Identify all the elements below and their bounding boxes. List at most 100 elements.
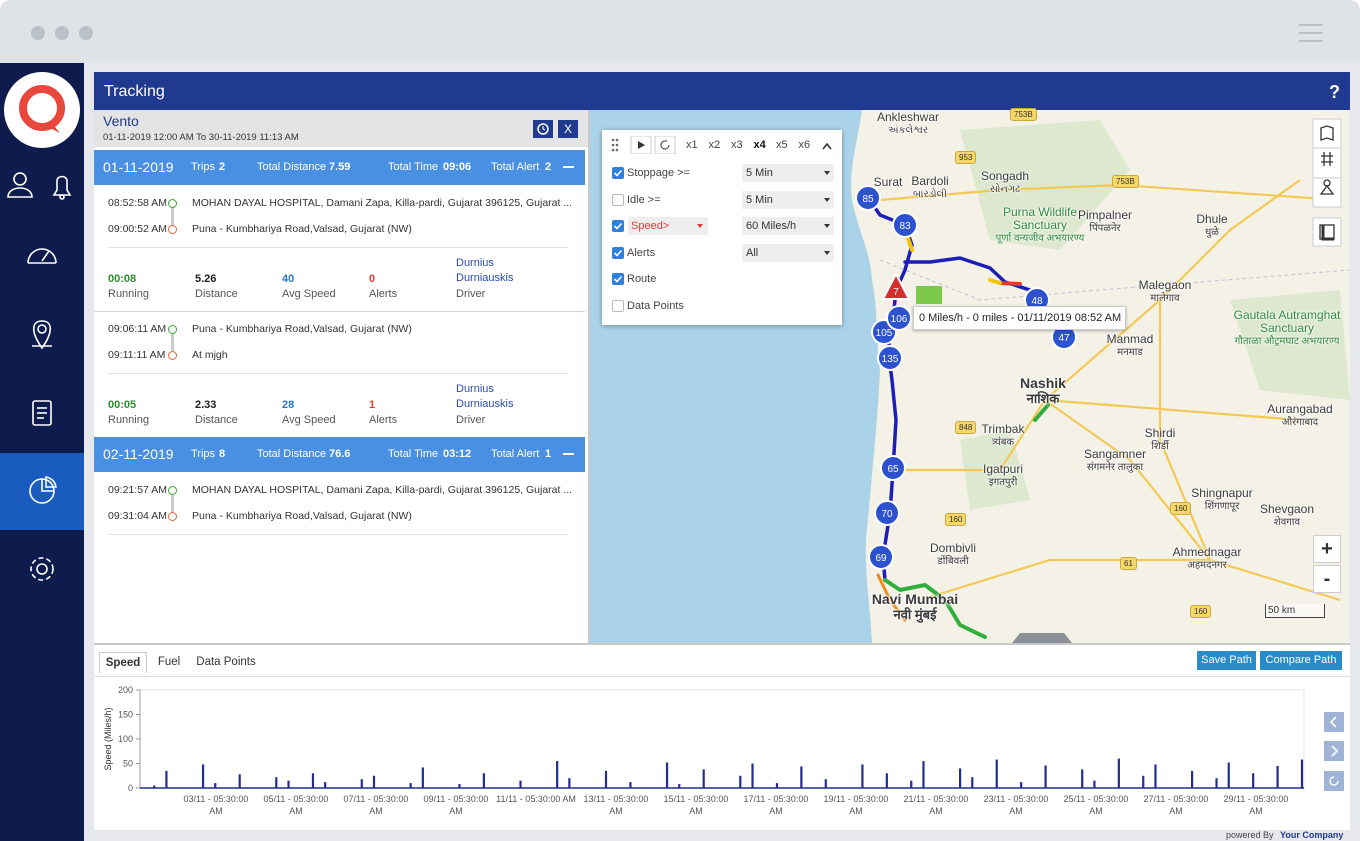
zoom-in[interactable]: + <box>1313 535 1341 563</box>
speed-select[interactable] <box>628 217 708 236</box>
chart-nav-part-part <box>1324 712 1344 732</box>
speed-bar <box>775 783 779 788</box>
checkbox[interactable] <box>612 273 624 286</box>
plot-area <box>139 689 1305 789</box>
map-part-part <box>883 578 987 639</box>
trips-label: Trips <box>191 161 216 173</box>
trip-place: Puna - Kumbhariya Road,Valsad, Gujarat (… <box>192 510 412 522</box>
sidebar-icons-part <box>48 121 60 133</box>
checkbox-part-part <box>613 223 623 230</box>
option-select[interactable] <box>742 217 834 236</box>
map-part-part <box>998 281 1022 286</box>
history-button[interactable] <box>533 120 553 138</box>
trip-place: MOHAN DAYAL HOSPITAL, Damani Zapa, Killa… <box>192 484 573 496</box>
stat-value: 0 <box>369 273 376 285</box>
checkbox[interactable] <box>612 220 624 233</box>
sidebar-icon[interactable] <box>7 172 72 426</box>
speed-bar <box>800 766 803 788</box>
separator <box>108 247 568 248</box>
speed-bar <box>665 762 669 788</box>
sidebar-icon-part <box>36 563 48 575</box>
speed-option[interactable]: x6 <box>798 139 811 151</box>
speed-option[interactable]: x1 <box>686 139 698 151</box>
map-place: Pimpalner पिंपळनेर <box>1065 209 1145 235</box>
map-place: Navi Mumbai नवी मुंबई <box>865 592 965 623</box>
speed-bar <box>1276 765 1279 788</box>
day-header[interactable] <box>94 150 585 185</box>
browser-controls-part <box>1299 24 1323 42</box>
sidebar-icon-part <box>37 324 47 334</box>
sidebar-icons-part <box>19 85 65 131</box>
x-tick-label: 27/11 - 05:30:00 AM <box>1143 794 1209 816</box>
place-name: Ahmednagar <box>1172 545 1242 559</box>
speed-bar <box>959 768 962 788</box>
place-name: Shingnapur <box>1191 486 1253 500</box>
zoom-out[interactable]: - <box>1313 565 1341 593</box>
action-button[interactable]: Compare Path <box>1260 651 1342 670</box>
checkbox[interactable] <box>612 167 624 179</box>
speed-bar <box>556 761 559 788</box>
collapse-caret[interactable] <box>822 141 832 150</box>
option-select[interactable] <box>742 190 834 209</box>
map-tools[interactable] <box>1312 118 1344 248</box>
checkbox[interactable] <box>612 246 624 259</box>
playback-buttons[interactable] <box>609 135 676 155</box>
tab[interactable]: Speed <box>99 652 147 673</box>
speed-option[interactable]: x2 <box>708 139 721 151</box>
y-tick-label: 150 <box>118 710 133 720</box>
map-part <box>879 259 1350 301</box>
option-label: Idle >= <box>627 193 661 206</box>
map-place: Bardoli બારડોલી <box>895 175 965 201</box>
tab[interactable]: Fuel <box>157 656 181 668</box>
place-name: Dhule <box>1196 212 1228 226</box>
sidebar-icon-part <box>32 320 52 350</box>
collapse-icon[interactable] <box>563 453 574 455</box>
x-tick-label: 03/11 - 05:30:00 AM <box>183 794 249 816</box>
speed-option[interactable]: x3 <box>731 139 743 151</box>
speed-bar <box>1044 765 1047 788</box>
map-tools-part <box>1319 125 1335 241</box>
place-native: नवी मुंबई <box>893 607 937 622</box>
alert-value: 1 <box>545 448 552 460</box>
stat-value: 5.26 <box>195 273 217 285</box>
option-select[interactable] <box>742 164 834 182</box>
playback-buttons-part-part-part <box>615 143 619 147</box>
separator <box>94 311 585 312</box>
chart-nav[interactable] <box>1323 711 1345 793</box>
chart-nav-part-part <box>1329 716 1337 728</box>
cluster-count: 106 <box>891 314 908 325</box>
speed-option[interactable]: x4 <box>753 139 766 151</box>
speed-bar <box>861 764 864 788</box>
close-button[interactable]: X <box>558 120 578 138</box>
place-native: गौताळा औट्रमघाट अभयारण्य <box>1234 336 1340 347</box>
help-button[interactable]: ? <box>1329 82 1340 102</box>
place-native: બારડોલી <box>912 189 948 200</box>
playback-buttons-part-part <box>611 138 619 152</box>
x-tick-label: 25/11 - 05:30:00 AM <box>1063 794 1129 816</box>
sidebar-icon[interactable] <box>29 476 57 581</box>
tab[interactable]: Data Points <box>196 656 256 668</box>
stat-label: Alerts <box>369 288 398 300</box>
speed-bar <box>1093 780 1096 788</box>
speed-bar <box>604 770 608 788</box>
stat-label: Running <box>108 414 149 426</box>
page-title: Tracking <box>104 83 165 100</box>
option-select[interactable] <box>742 243 834 262</box>
stat-value: 40 <box>282 273 295 285</box>
checkbox[interactable] <box>612 300 624 312</box>
day-header[interactable] <box>94 437 585 472</box>
speed-bar <box>214 783 217 788</box>
place-native: इगतपुरी <box>988 477 1018 488</box>
playback-buttons-part-part-part <box>611 143 615 147</box>
speed-bar <box>568 778 571 788</box>
trips-value: 2 <box>219 161 226 173</box>
action-button[interactable]: Save Path <box>1197 651 1256 670</box>
stat-label: Avg Speed <box>282 414 336 426</box>
speed-option[interactable]: x5 <box>776 139 788 151</box>
speed-bar <box>287 780 290 788</box>
browser-bar <box>0 0 1360 63</box>
checkbox[interactable] <box>612 193 624 206</box>
collapse-icon[interactable] <box>563 166 574 168</box>
history-button-part-part <box>537 123 549 135</box>
option-value: All <box>746 246 759 259</box>
